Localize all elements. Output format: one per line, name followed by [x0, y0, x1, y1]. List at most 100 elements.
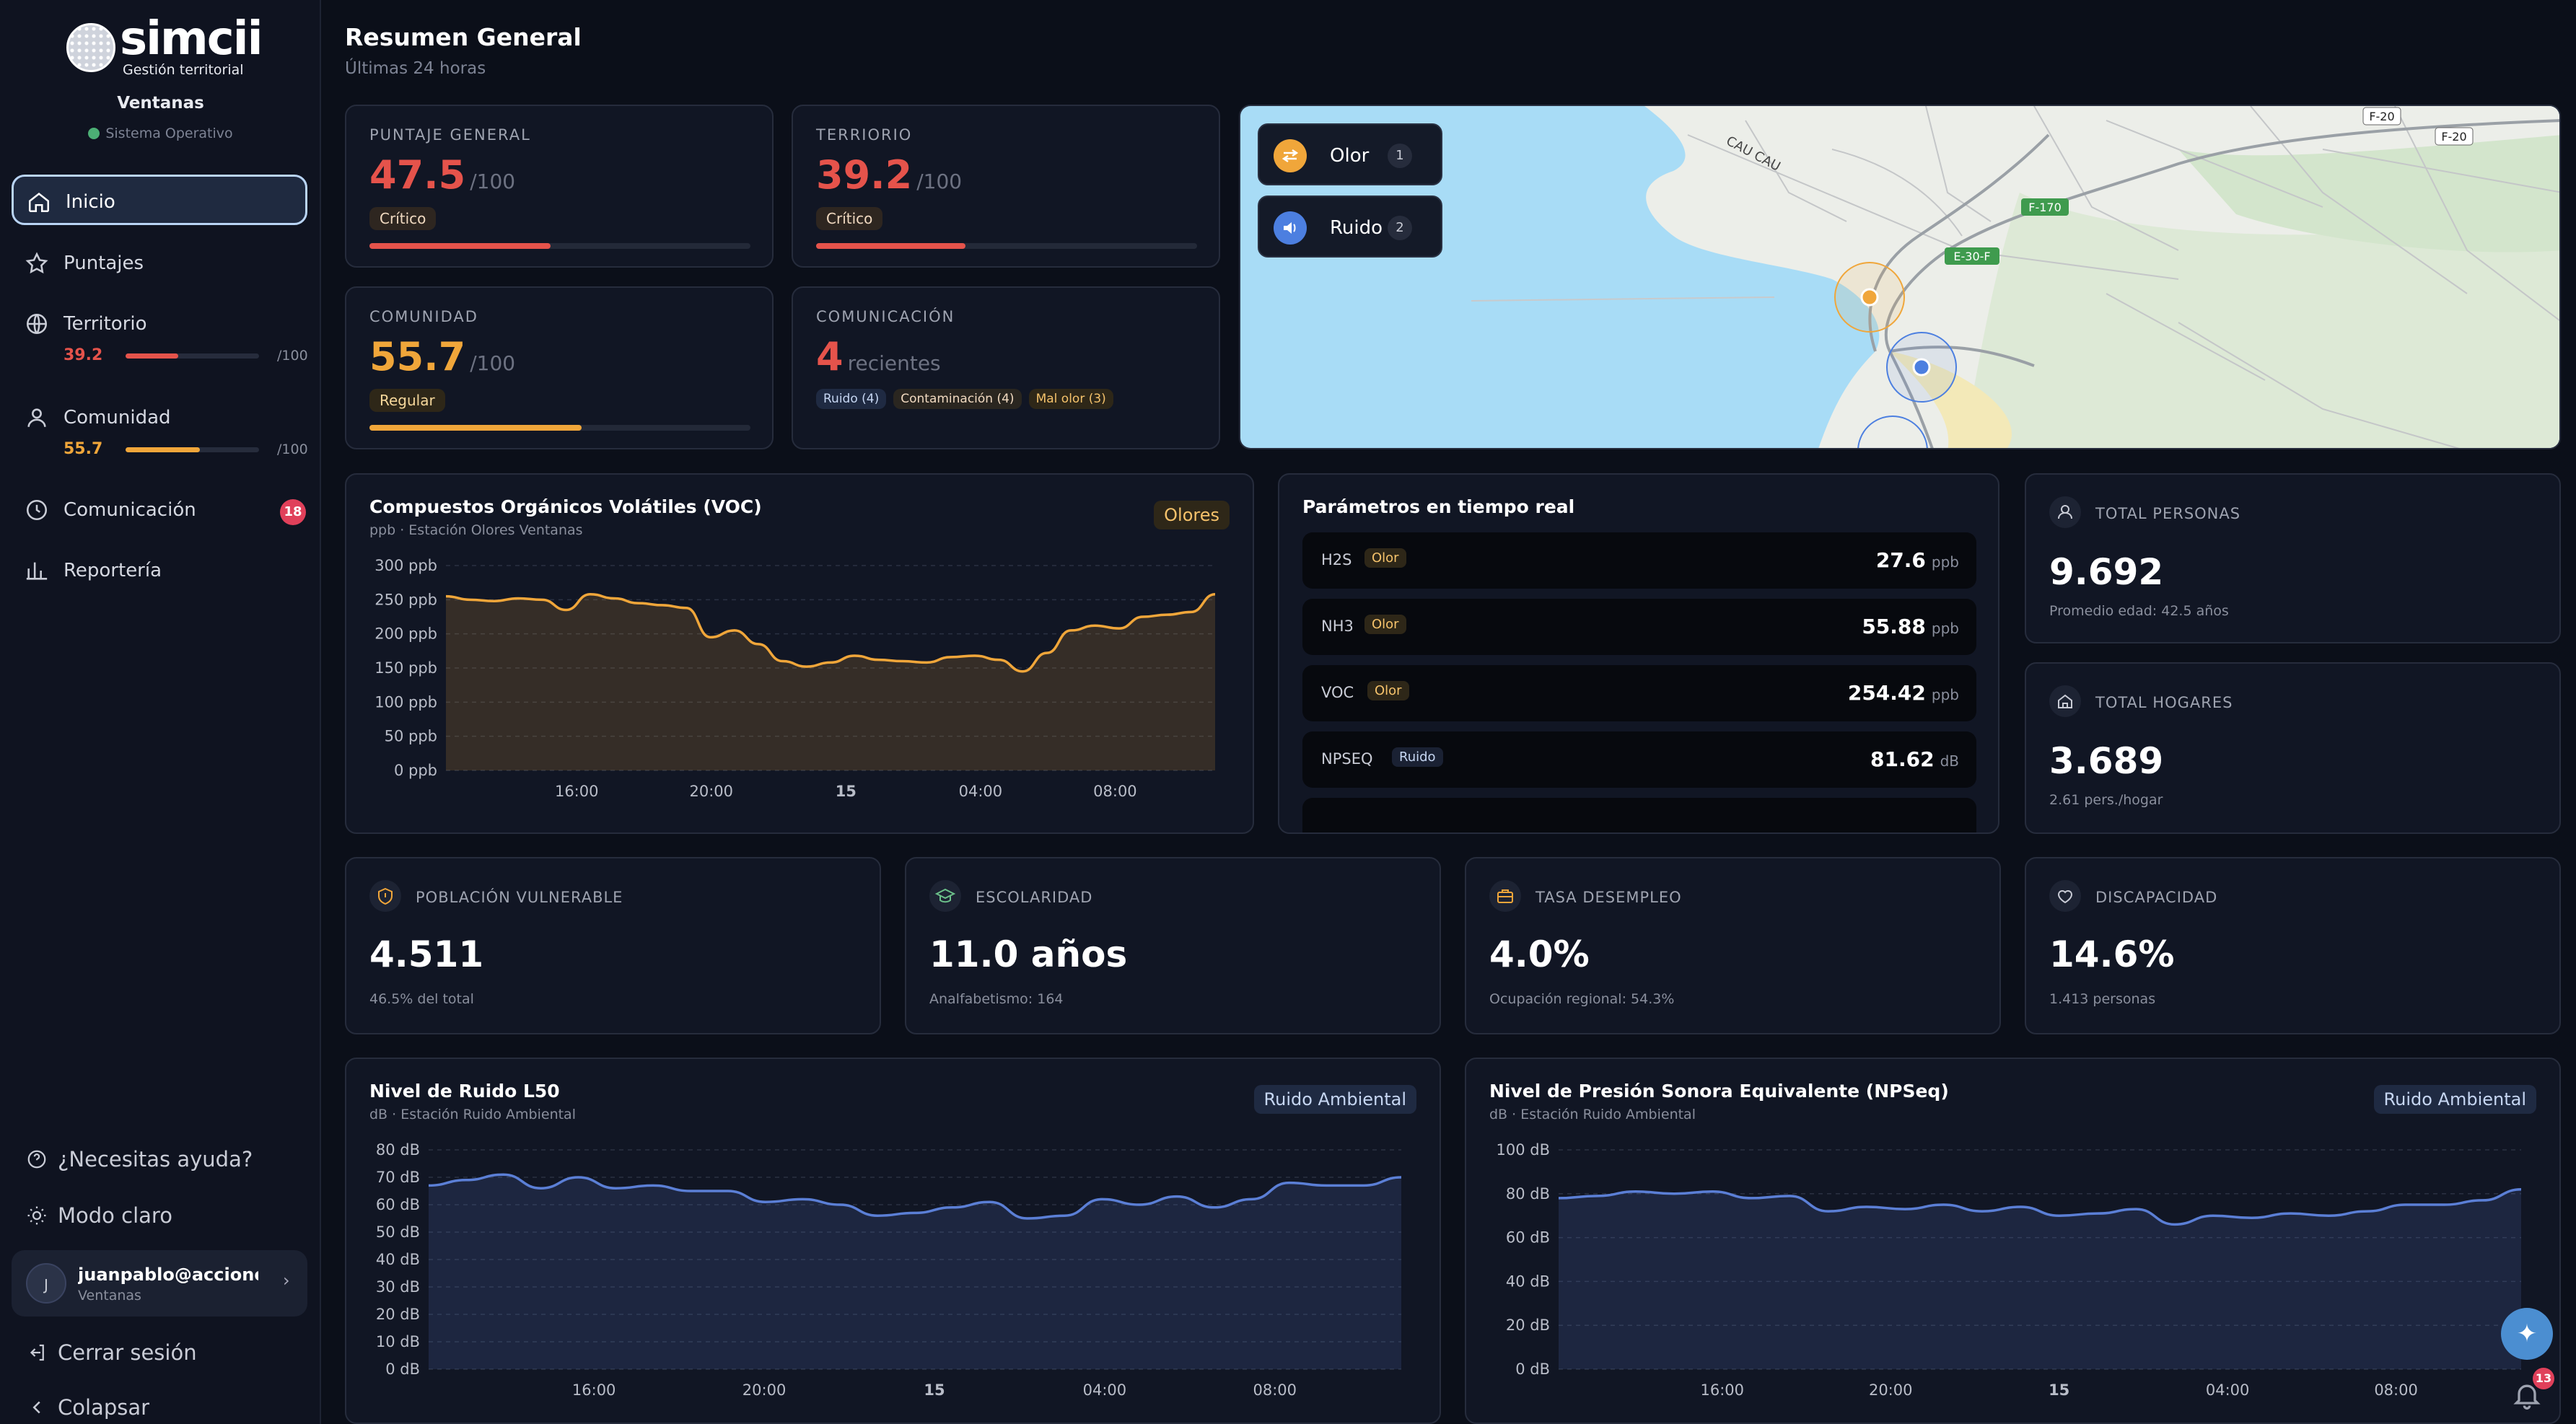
road-sign-f20: F-20: [2362, 107, 2401, 126]
param-tag: Ruido: [1392, 747, 1443, 767]
y-tick-label: 250 ppb: [374, 591, 437, 608]
card-value: 47.5/100: [369, 152, 515, 198]
score-card-comunidad[interactable]: COMUNIDAD 55.7/100 Regular: [345, 286, 774, 449]
map-layer-olor[interactable]: Olor 1: [1258, 123, 1442, 185]
voc-chart[interactable]: 0 ppb 50 ppb 100 ppb 150 ppb 200 ppb 250 ppb 3…: [346, 475, 1253, 832]
brand-name: simcii: [120, 12, 263, 66]
score-value: 55.7: [369, 334, 466, 379]
chevron-left-icon: [32, 1401, 40, 1414]
bar-chart-icon: [26, 562, 48, 580]
param-row-voc[interactable]: VOC Olor 254.42 ppb: [1302, 665, 1976, 721]
card-value: 55.7/100: [369, 334, 515, 379]
stat-value: 4.0%: [1489, 933, 1590, 975]
score-progress: [816, 243, 1197, 249]
x-tick-label: 20:00: [742, 1381, 787, 1399]
param-name: NH3: [1321, 617, 1354, 635]
house-icon: [2049, 685, 2081, 717]
score-value: 47.5: [369, 152, 466, 198]
site-name: Ventanas: [117, 94, 204, 113]
theme-label: Modo claro: [58, 1203, 172, 1228]
stat-note: 46.5% del total: [369, 991, 474, 1007]
bell-icon[interactable]: [2511, 1379, 2543, 1411]
chart-title: Compuestos Orgánicos Volátiles (VOC): [369, 496, 762, 517]
param-row-nh3[interactable]: NH3 Olor 55.88 ppb: [1302, 599, 1976, 655]
nav-item-comunidad[interactable]: Comunidad 55.7 /100: [12, 392, 308, 472]
brand-logo[interactable]: simcii Gestión territorial: [66, 16, 263, 79]
y-tick-label: 100 dB: [1497, 1141, 1551, 1159]
nav-item-puntajes[interactable]: Puntajes: [12, 238, 307, 289]
nav-item-territorio[interactable]: Territorio 39.2 /100: [12, 299, 308, 378]
series-area: [446, 594, 1215, 770]
status-dot-icon: [88, 128, 100, 139]
chart-subtitle: dB · Estación Ruido Ambiental: [1489, 1107, 1696, 1122]
speaker-icon: [1274, 211, 1307, 245]
npseq-chart[interactable]: 0 dB 20 dB 40 dB 60 dB 80 dB 100 dB 16:00 20:00…: [1466, 1059, 2559, 1423]
score-card-general[interactable]: PUNTAJE GENERAL 47.5/100 Crítico: [345, 105, 774, 268]
tag-ruido[interactable]: Ruido (4): [816, 389, 887, 409]
card-value: 4 recientes: [816, 334, 941, 379]
stat-label: ESCOLARIDAD: [976, 889, 1093, 906]
stat-value: 9.692: [2049, 551, 2164, 593]
road-sign-f170: F-170: [2021, 198, 2069, 216]
stat-label: TOTAL HOGARES: [2095, 694, 2233, 711]
stat-card-escolaridad: ESCOLARIDAD 11.0 años Analfabetismo: 164: [905, 857, 1441, 1034]
map-canvas[interactable]: CAU CAU F-20 F-20 F-170 E-30-F: [1240, 106, 2561, 449]
param-value: 254.42 ppb: [1847, 681, 1959, 705]
nav-label: Territorio: [63, 313, 147, 335]
nav-item-comunicacion[interactable]: Comunicación 18: [12, 485, 307, 535]
tag-contaminacion[interactable]: Contaminación (4): [893, 389, 1022, 409]
nav-item-inicio[interactable]: Inicio: [12, 175, 307, 225]
y-tick-label: 0 ppb: [394, 762, 437, 779]
user-icon: [27, 408, 46, 427]
svg-text:F-170: F-170: [2028, 201, 2062, 214]
odor-marker[interactable]: [1860, 288, 1879, 307]
nav-label: Reportería: [63, 560, 162, 581]
score-card-territorio[interactable]: TERRIORIO 39.2/100 Crítico: [792, 105, 1220, 268]
user-card[interactable]: J juanpablo@accione... Ventanas ›: [12, 1250, 307, 1317]
card-value: 39.2/100: [816, 152, 962, 198]
stat-note: Analfabetismo: 164: [929, 991, 1064, 1007]
notification-badge: 18: [280, 499, 306, 525]
stat-label: DISCAPACIDAD: [2095, 889, 2218, 906]
user-site: Ventanas: [78, 1288, 141, 1304]
score-card-comunicacion[interactable]: COMUNICACIÓN 4 recientes Ruido (4) Contami…: [792, 286, 1220, 449]
comunidad-score: 55.7: [63, 440, 103, 458]
param-name: NPSEQ: [1321, 750, 1373, 768]
stat-value: 11.0 años: [929, 933, 1128, 975]
nav-label: Inicio: [66, 191, 115, 213]
series-area: [429, 1174, 1401, 1369]
l50-chart[interactable]: 0 dB 10 dB 20 dB 30 dB 40 dB 50 dB 60 dB 70 dB 8…: [346, 1059, 1440, 1423]
map-layer-ruido[interactable]: Ruido 2: [1258, 195, 1442, 258]
score-max: /100: [470, 170, 516, 193]
map[interactable]: CAU CAU F-20 F-20 F-170 E-30-F Olor 1 Ru…: [1239, 105, 2561, 449]
logout-button[interactable]: Cerrar sesión: [26, 1340, 197, 1365]
param-value: 55.88 ppb: [1862, 615, 1959, 638]
nav-label: Puntajes: [63, 252, 144, 274]
sidebar: simcii Gestión territorial Ventanas Sist…: [0, 0, 321, 1424]
card-label: COMUNICACIÓN: [816, 308, 955, 325]
page-subtitle: Últimas 24 horas: [345, 59, 486, 78]
theme-toggle[interactable]: Modo claro: [26, 1203, 172, 1228]
y-tick-label: 0 dB: [385, 1361, 420, 1378]
noise-marker[interactable]: [1912, 358, 1931, 377]
param-row-h2s[interactable]: H2S Olor 27.6 ppb: [1302, 532, 1976, 589]
territorio-score: 39.2: [63, 346, 103, 364]
avatar: J: [26, 1263, 66, 1304]
score-value: 4: [816, 334, 844, 379]
chart-title: Nivel de Ruido L50: [369, 1081, 560, 1102]
station-badge: Olores: [1154, 501, 1230, 529]
param-row-npseq[interactable]: NPSEQ Ruido 81.62 dB: [1302, 731, 1976, 788]
help-link[interactable]: ¿Necesitas ayuda?: [26, 1147, 253, 1172]
nav-label: Comunicación: [63, 499, 196, 521]
svg-text:E-30-F: E-30-F: [1953, 250, 1990, 263]
param-row-more[interactable]: [1302, 798, 1976, 832]
nav-item-reporteria[interactable]: Reportería: [12, 545, 307, 596]
station-badge: Ruido Ambiental: [2373, 1085, 2536, 1114]
series-line: [445, 593, 1216, 673]
collapse-button[interactable]: Colapsar: [26, 1395, 149, 1420]
assistant-button[interactable]: ✦: [2501, 1308, 2553, 1360]
y-tick-label: 10 dB: [376, 1333, 420, 1350]
chart-subtitle: ppb · Estación Olores Ventanas: [369, 522, 583, 538]
x-tick-label: 15: [924, 1381, 945, 1399]
tag-mal-olor[interactable]: Mal olor (3): [1028, 389, 1113, 409]
